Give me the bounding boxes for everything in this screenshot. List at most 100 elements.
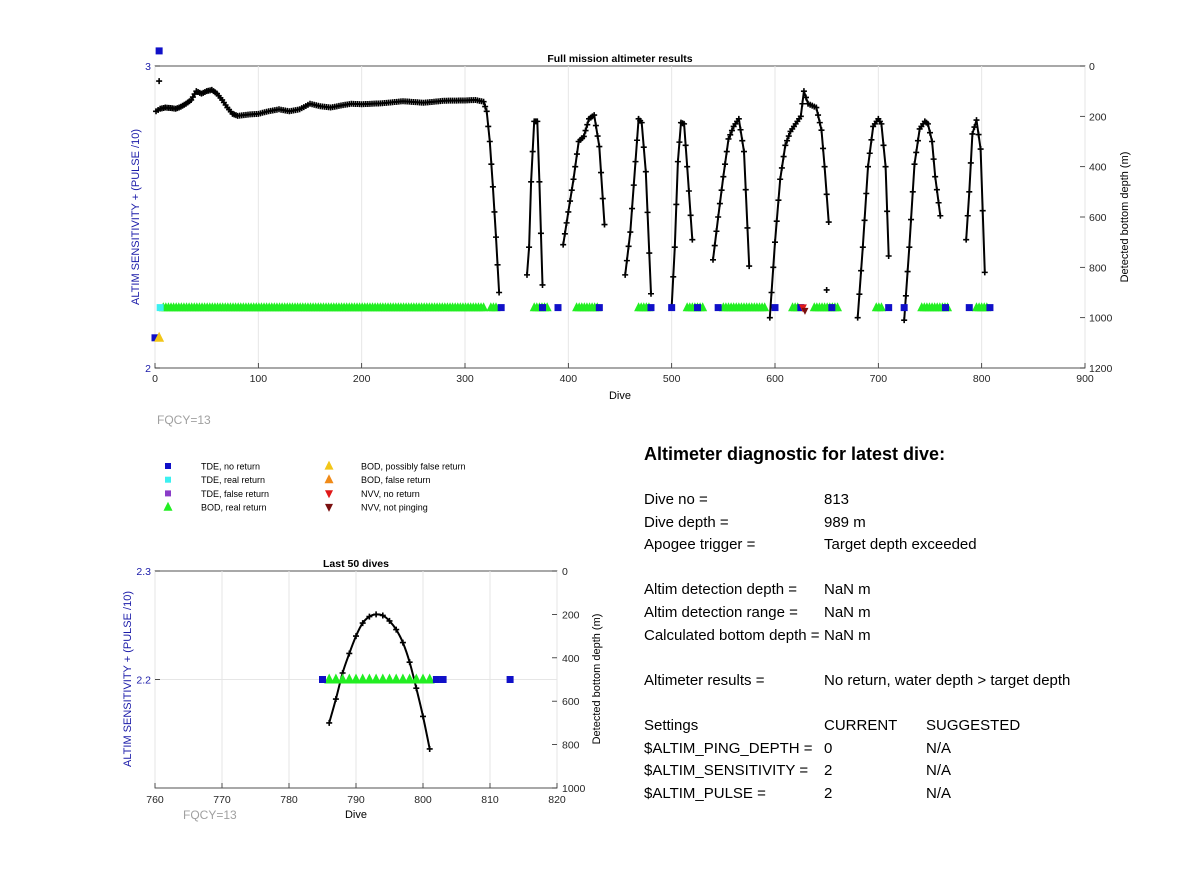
tde-no-return-marker — [554, 304, 562, 312]
ping-depth-row: $ALTIM_PING_DEPTH = 0 N/A — [644, 738, 1164, 761]
depth-marker — [560, 241, 567, 248]
x-tick-label: 770 — [213, 794, 231, 806]
altimeter-results-row: Altimeter results = No return, water dep… — [644, 670, 1164, 693]
x-tick-label: 600 — [766, 373, 784, 385]
bod-real-return-marker — [760, 302, 770, 312]
depth-marker — [486, 138, 493, 145]
depth-marker — [685, 187, 692, 194]
current-header: CURRENT — [824, 716, 898, 734]
depth-marker — [816, 119, 823, 126]
legend-marker — [163, 501, 173, 511]
depth-marker — [977, 146, 984, 153]
depth-marker — [373, 611, 380, 618]
bod-real-return-marker — [330, 673, 341, 684]
depth-marker — [723, 148, 730, 155]
depth-marker — [482, 103, 489, 110]
depth-marker — [930, 156, 937, 163]
depth-marker — [884, 208, 891, 215]
depth-marker — [528, 178, 535, 185]
pulse-label: $ALTIM_PULSE = — [644, 784, 766, 802]
depth-marker — [524, 271, 530, 278]
depth-marker — [746, 263, 753, 270]
legend-label: BOD, possibly false return — [361, 462, 466, 472]
depth-marker — [737, 126, 744, 133]
y-right-tick-label: 1000 — [1089, 313, 1113, 325]
bod-real-return-marker — [397, 673, 408, 684]
altim-detection-range-row: Altim detection range = NaN m — [644, 602, 1164, 625]
depth-marker — [784, 137, 791, 144]
altimeter-results-label: Altimeter results = — [644, 671, 765, 689]
tde-no-return-marker — [694, 304, 701, 312]
depth-marker — [596, 143, 603, 150]
depth-marker — [775, 197, 782, 204]
tde-no-return-marker — [965, 304, 973, 312]
depth-marker — [536, 178, 543, 185]
depth-marker — [572, 163, 579, 170]
bottom-depth-line — [856, 116, 890, 318]
bod-real-return-marker — [424, 673, 435, 684]
depth-marker — [681, 120, 688, 127]
depth-marker — [856, 291, 863, 298]
legend-marker — [324, 460, 334, 470]
depth-marker — [625, 243, 632, 250]
depth-marker — [601, 221, 608, 228]
depth-marker — [580, 133, 587, 140]
pulse-current: 2 — [824, 784, 833, 802]
full-mission-ylabel-right: Detected bottom depth (m) — [1119, 152, 1131, 283]
depth-marker — [906, 244, 913, 251]
depth-marker — [937, 212, 944, 219]
y-right-tick-label: 400 — [1089, 162, 1107, 174]
depth-marker — [863, 190, 870, 197]
depth-marker — [386, 617, 393, 624]
altim-detection-depth-row: Altim detection depth = NaN m — [644, 579, 1164, 602]
full-mission-ylabel-left: ALTIM SENSITIVITY + (PULSE /10) — [130, 129, 142, 305]
depth-marker — [640, 144, 647, 151]
full-mission-plot-area — [154, 65, 1086, 369]
bod-real-return-marker — [377, 673, 388, 684]
altimeter-results-value: No return, water depth > target depth — [824, 671, 1071, 689]
ping-depth-current: 0 — [824, 739, 833, 757]
last-50-ylabel-left: ALTIM SENSITIVITY + (PULSE /10) — [122, 591, 134, 767]
dive-depth-row: Dive depth = 989 m — [644, 512, 1164, 535]
tde-real-return-marker — [156, 304, 164, 312]
depth-marker — [632, 158, 639, 165]
altim-detection-range-value: NaN m — [824, 603, 871, 621]
depth-marker — [720, 173, 727, 180]
legend-label: NVV, no return — [361, 489, 420, 499]
depth-marker — [935, 199, 942, 206]
apogee-row: Apogee trigger = Target depth exceeded — [644, 534, 1164, 557]
x-tick-label: 790 — [347, 794, 365, 806]
depth-marker — [727, 131, 734, 138]
tde-no-return-marker — [432, 676, 440, 683]
depth-marker — [975, 131, 982, 138]
depth-marker — [529, 148, 536, 155]
tde-no-return-marker — [155, 47, 163, 55]
depth-marker — [674, 158, 681, 165]
last-50-fqcy: FQCY=13 — [183, 808, 237, 822]
tde-no-return-marker — [900, 304, 908, 312]
tde-no-return-marker — [439, 676, 447, 683]
depth-marker — [491, 208, 498, 215]
bod-real-return-marker — [418, 673, 428, 684]
depth-marker — [859, 244, 866, 251]
y-right-tick-label: 0 — [562, 566, 568, 578]
depth-marker — [865, 163, 871, 170]
altim-detection-range-label: Altim detection range = — [644, 603, 798, 621]
depth-marker — [744, 224, 751, 231]
depth-marker — [725, 135, 732, 142]
depth-marker — [687, 212, 694, 219]
full-mission-chart: 0 100 200 300 400 500 600 700 800 900 2 3 0 200 400 6… — [130, 47, 1131, 427]
bottom-depth-line — [328, 613, 431, 750]
x-tick-label: 0 — [152, 373, 158, 385]
depth-marker — [366, 613, 373, 620]
legend-marker — [325, 490, 333, 499]
bod-real-return-marker — [324, 673, 335, 684]
y-left-tick-label: 2 — [145, 363, 151, 375]
depth-marker — [393, 626, 400, 633]
depth-marker — [911, 161, 918, 168]
depth-marker — [648, 290, 654, 297]
depth-marker — [406, 659, 413, 666]
depth-marker — [676, 139, 683, 146]
depth-marker — [766, 314, 773, 321]
